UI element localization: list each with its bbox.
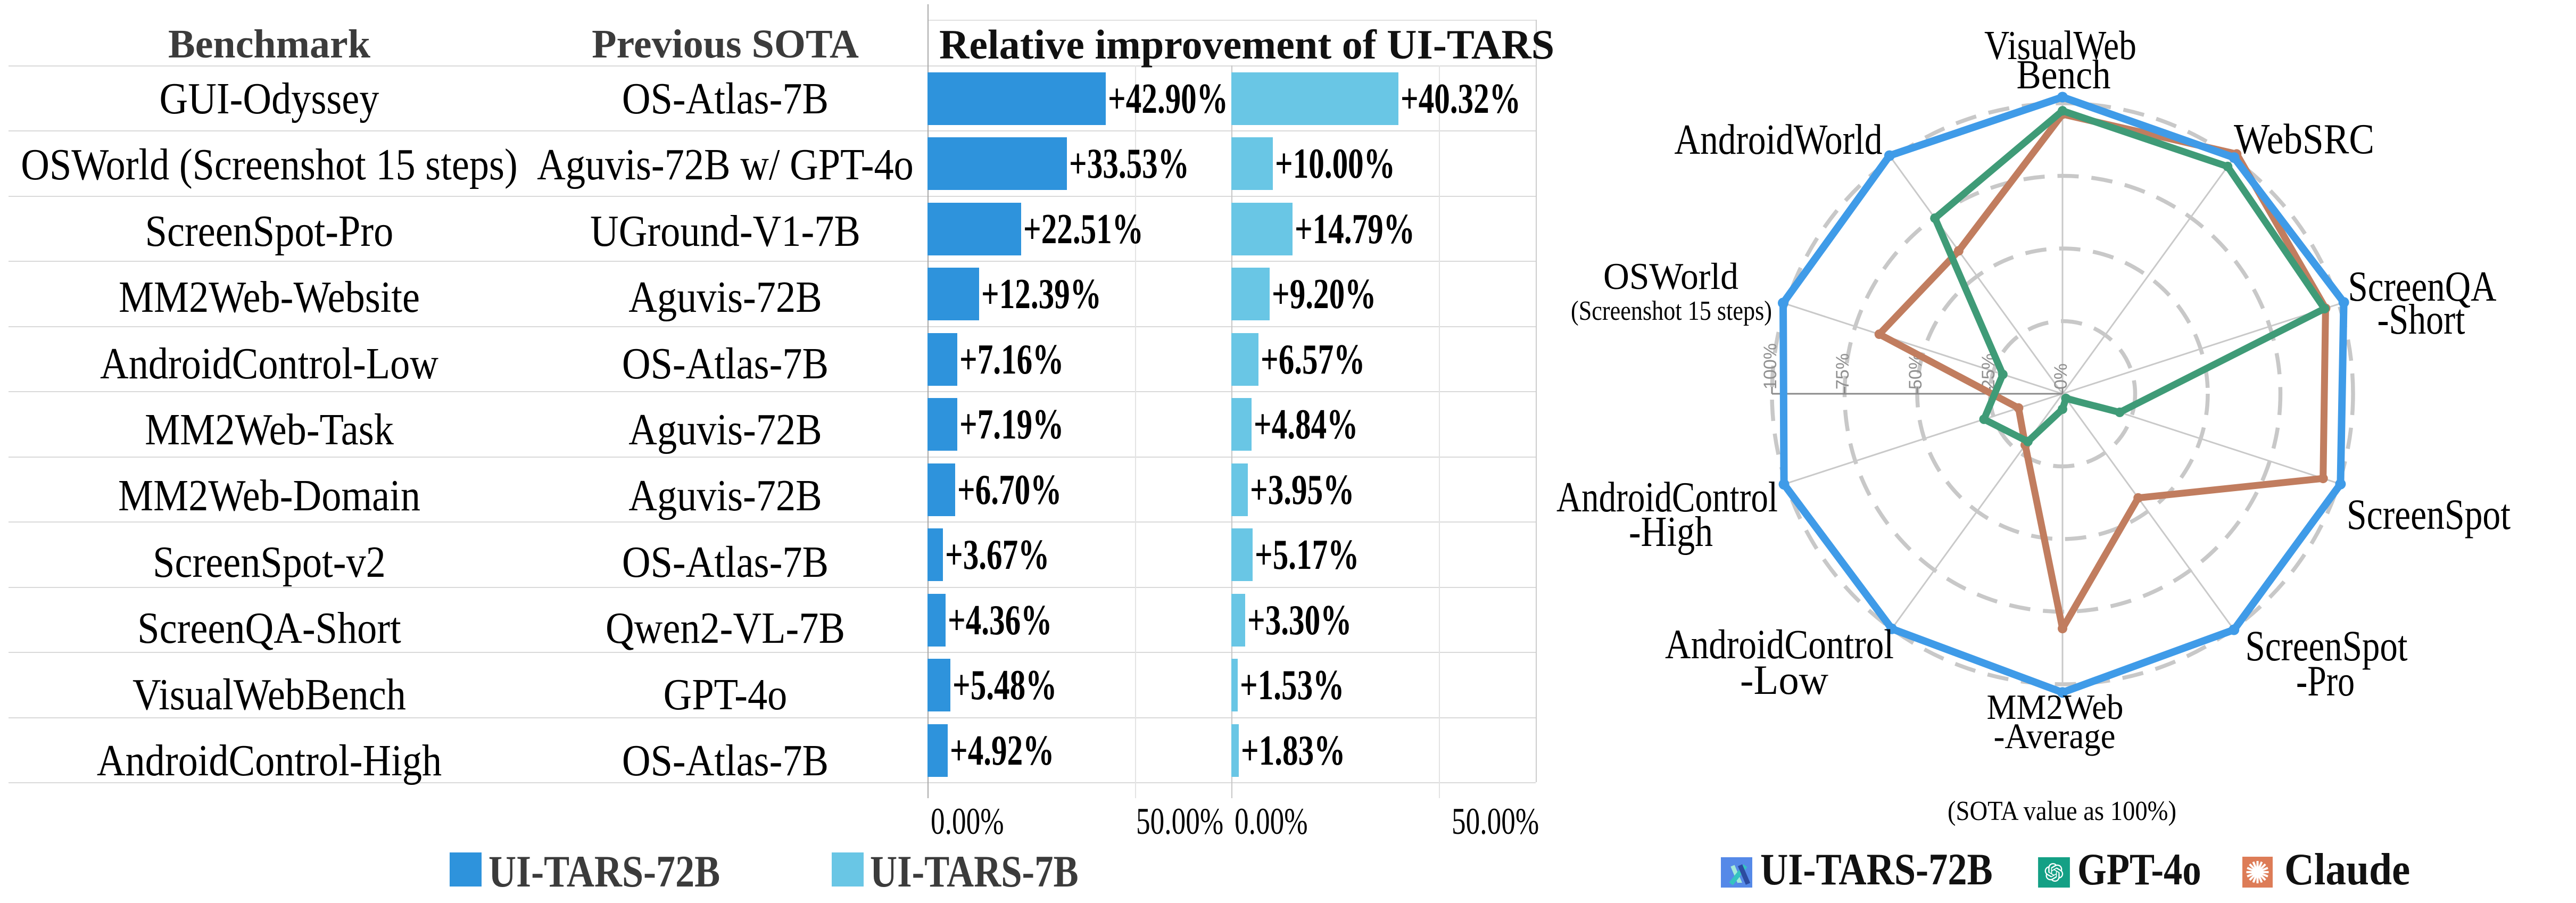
svg-text:MM2Web: MM2Web xyxy=(1987,687,2124,727)
svg-text:ScreenSpot: ScreenSpot xyxy=(2347,490,2511,539)
svg-text:100%: 100% xyxy=(1760,343,1780,390)
svg-text:-High: -High xyxy=(1629,509,1713,556)
svg-text:-Average: -Average xyxy=(1994,716,2116,756)
svg-text:AndroidControl: AndroidControl xyxy=(1556,474,1778,521)
svg-text:(SOTA value as 100%): (SOTA value as 100%) xyxy=(1948,796,2176,826)
svg-text:Bench: Bench xyxy=(2017,52,2111,97)
svg-text:OSWorld: OSWorld xyxy=(1603,256,1738,297)
svg-text:(Screenshot 15 steps): (Screenshot 15 steps) xyxy=(1571,296,1772,326)
svg-text:VisualWeb: VisualWeb xyxy=(1984,22,2136,68)
svg-text:75%: 75% xyxy=(1833,353,1853,390)
svg-text:WebSRC: WebSRC xyxy=(2234,116,2374,163)
svg-text:-Short: -Short xyxy=(2378,295,2465,343)
svg-text:ScreenSpot: ScreenSpot xyxy=(2246,622,2408,670)
svg-text:ScreenQA: ScreenQA xyxy=(2348,262,2497,310)
svg-text:AndroidControl: AndroidControl xyxy=(1665,621,1894,667)
svg-text:-Low: -Low xyxy=(1740,657,1828,703)
svg-text:-Pro: -Pro xyxy=(2296,657,2355,705)
svg-text:AndroidWorld: AndroidWorld xyxy=(1675,117,1883,163)
svg-text:0%: 0% xyxy=(2051,363,2071,390)
